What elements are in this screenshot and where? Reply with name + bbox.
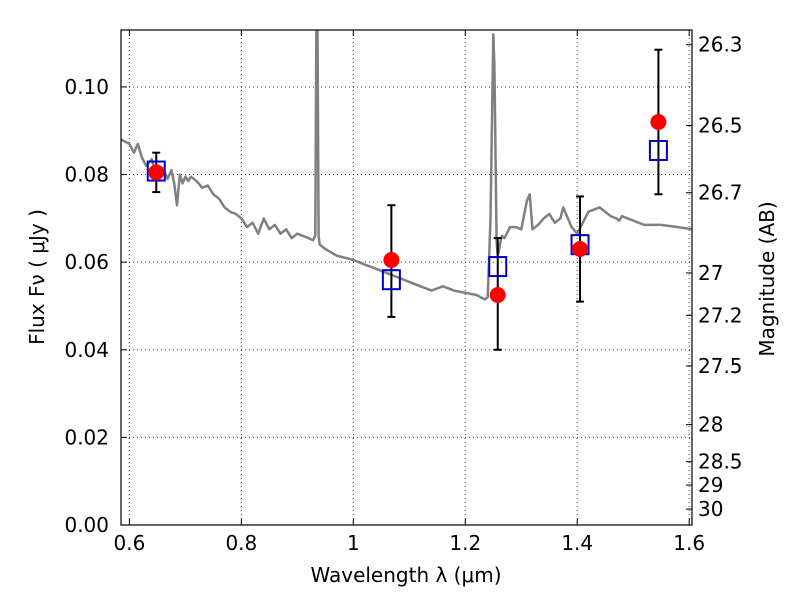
x-tick-label: 1	[347, 531, 360, 555]
x-axis-label: Wavelength λ (μm)	[310, 563, 501, 587]
model-flux-point	[381, 269, 401, 291]
y-tick-label: 0.02	[64, 425, 109, 449]
model-photometry-layer	[146, 139, 668, 291]
y2-tick-label: 30	[698, 497, 723, 521]
model-flux-point	[488, 256, 508, 278]
y-tick-label: 0.10	[64, 75, 109, 99]
axes	[120, 29, 693, 526]
plot-frame	[120, 29, 693, 526]
y-tick-label: 0.08	[64, 163, 109, 187]
y-axis-label: Flux Fν ( μJy )	[25, 209, 49, 345]
x-tick-label: 0.6	[113, 531, 145, 555]
y2-tick-label: 29	[698, 473, 723, 497]
model-flux-point	[648, 139, 668, 161]
model-flux-point	[146, 160, 166, 182]
observed-flux-point	[572, 241, 589, 258]
x-tick-label: 1.6	[673, 531, 705, 555]
y2-axis-label: Magnitude (AB)	[755, 201, 779, 356]
observed-photometry-layer	[148, 113, 667, 304]
y2-tick-label: 26.5	[698, 113, 743, 137]
model-spectrum-line	[121, 30, 692, 301]
y-tick-label: 0.00	[64, 513, 109, 537]
y2-tick-label: 26.7	[698, 181, 743, 205]
x-tick-label: 0.8	[225, 531, 257, 555]
x-tick-label: 1.2	[449, 531, 481, 555]
y2-tick-label: 28	[698, 413, 723, 437]
errorbar-layer	[152, 48, 663, 351]
y2-tick-label: 28.5	[698, 450, 743, 474]
observed-flux-point	[650, 113, 667, 130]
y-tick-label: 0.06	[64, 250, 109, 274]
y2-tick-label: 26.3	[698, 33, 743, 57]
model-spectrum-layer	[121, 30, 692, 301]
y-tick-label: 0.04	[64, 338, 109, 362]
observed-flux-point	[383, 251, 400, 268]
observed-flux-point	[489, 287, 506, 304]
ticks: 0.6 0.8 1 1.2 1.4 1.6 0.00 0.02 0.04 0.06 0.08 0.10…	[64, 30, 743, 555]
y2-tick-label: 27.5	[698, 354, 743, 378]
observed-flux-point	[148, 164, 165, 181]
x-tick-label: 1.4	[561, 531, 593, 555]
y2-tick-label: 27	[698, 261, 723, 285]
grid-lines	[121, 30, 692, 526]
y2-tick-label: 27.2	[698, 303, 743, 327]
